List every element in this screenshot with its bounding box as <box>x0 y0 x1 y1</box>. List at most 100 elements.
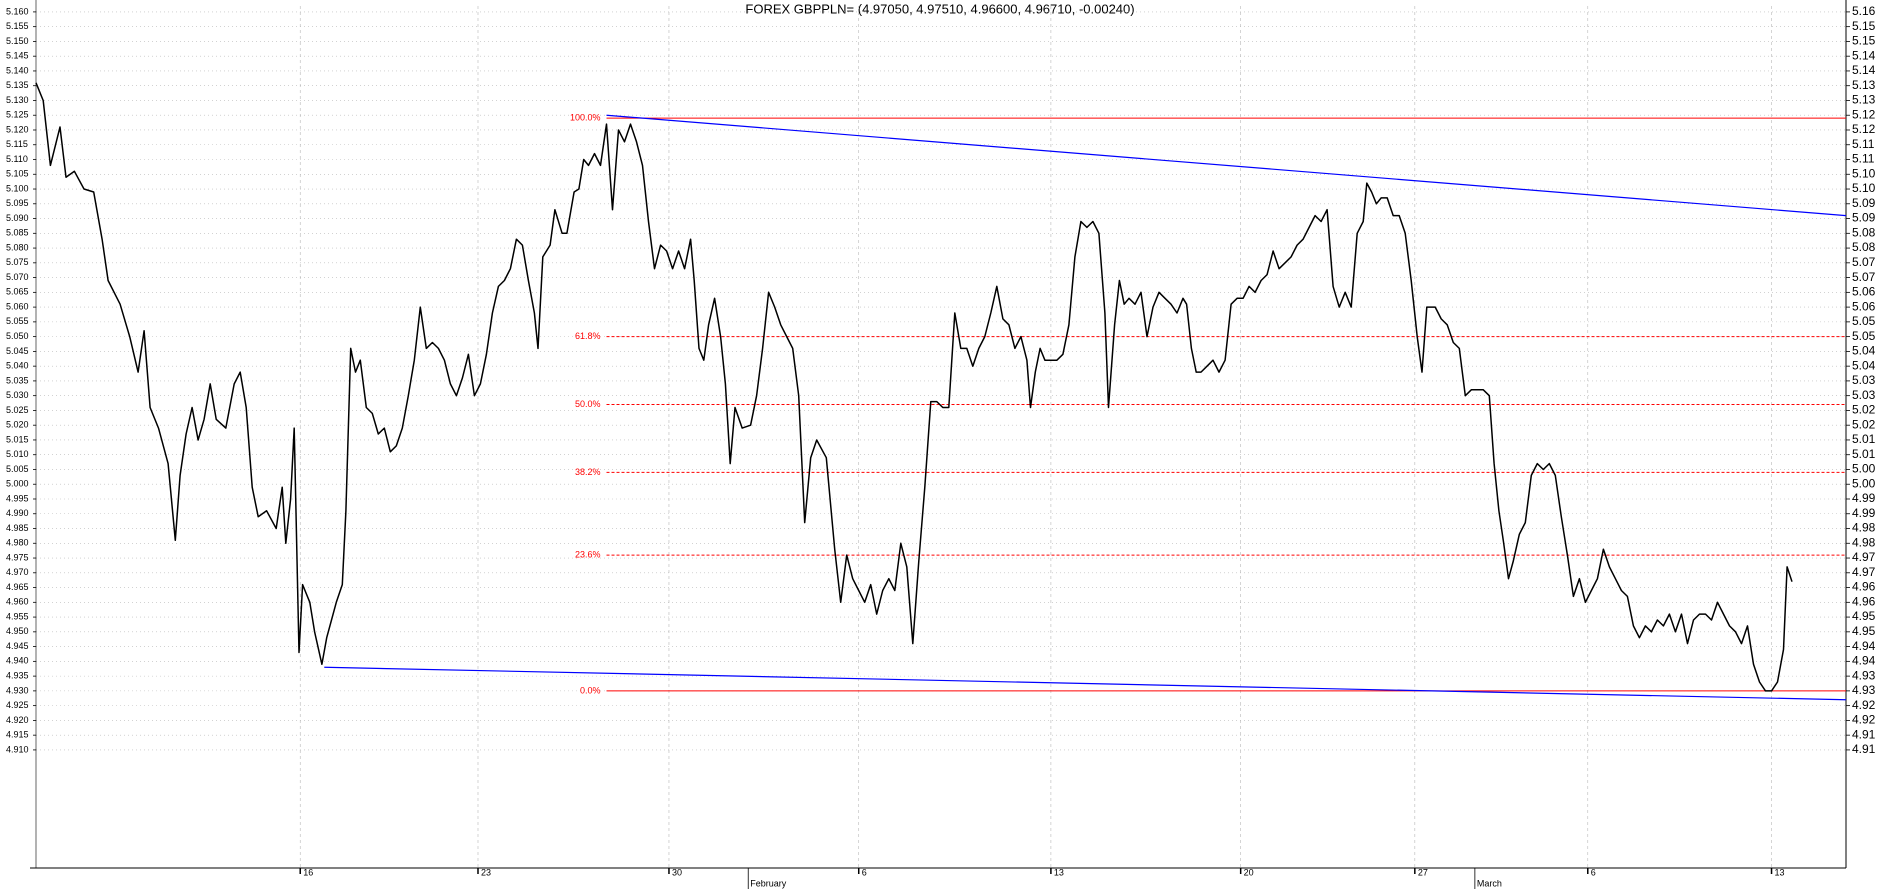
y2-tick-label: 4.94 <box>1852 654 1876 668</box>
y2-tick-label: 5.11 <box>1852 152 1875 166</box>
x-tick-label: 27 <box>1418 867 1428 877</box>
y-tick-label: 5.060 <box>6 301 29 311</box>
y-tick-label: 5.100 <box>6 183 29 193</box>
y-tick-label: 5.050 <box>6 331 29 341</box>
y-tick-label: 5.135 <box>6 80 29 90</box>
month-label: February <box>750 878 787 888</box>
y-tick-label: 5.155 <box>6 21 29 31</box>
price-line <box>35 82 1793 692</box>
trend-line <box>324 666 1847 701</box>
y-tick-label: 5.145 <box>6 51 29 61</box>
y-tick-label: 5.090 <box>6 213 29 223</box>
y2-tick-label: 5.02 <box>1852 403 1876 417</box>
fib-label: 100.0% <box>570 113 601 123</box>
y-tick-label: 5.015 <box>6 434 29 444</box>
y-tick-label: 5.055 <box>6 316 29 326</box>
y2-tick-label: 5.08 <box>1852 225 1876 239</box>
fib-label: 38.2% <box>575 467 601 477</box>
x-tick-label: 20 <box>1244 867 1254 877</box>
x-tick-label: 16 <box>303 867 313 877</box>
y2-tick-label: 4.93 <box>1852 668 1876 682</box>
y-tick-label: 5.035 <box>6 375 29 385</box>
trend-line <box>606 114 1847 217</box>
y2-tick-label: 5.15 <box>1852 34 1876 48</box>
y2-tick-label: 4.95 <box>1852 609 1876 623</box>
y2-tick-label: 4.91 <box>1852 727 1876 741</box>
y-tick-label: 5.005 <box>6 464 29 474</box>
y2-tick-label: 5.06 <box>1852 299 1876 313</box>
y-tick-label: 5.125 <box>6 110 29 120</box>
y2-tick-label: 5.03 <box>1852 388 1876 402</box>
y-tick-label: 5.000 <box>6 479 29 489</box>
y-tick-label: 4.930 <box>6 685 29 695</box>
y2-tick-label: 5.00 <box>1852 462 1876 476</box>
y2-tick-label: 5.13 <box>1852 93 1876 107</box>
y2-tick-label: 4.99 <box>1852 491 1876 505</box>
y-tick-label: 4.965 <box>6 582 29 592</box>
y-tick-label: 5.120 <box>6 124 29 134</box>
y-tick-label: 4.940 <box>6 656 29 666</box>
y2-tick-label: 5.13 <box>1852 78 1876 92</box>
y-tick-label: 5.025 <box>6 405 29 415</box>
y2-tick-label: 5.14 <box>1852 48 1876 62</box>
y-tick-label: 5.040 <box>6 361 29 371</box>
y2-tick-label: 5.00 <box>1852 476 1876 490</box>
y2-tick-label: 4.91 <box>1852 742 1876 756</box>
y2-tick-label: 4.98 <box>1852 521 1876 535</box>
y2-tick-label: 5.15 <box>1852 19 1876 33</box>
y-tick-label: 4.915 <box>6 730 29 740</box>
y-tick-label: 4.985 <box>6 523 29 533</box>
y-tick-label: 4.925 <box>6 700 29 710</box>
y2-tick-label: 4.99 <box>1852 506 1876 520</box>
y2-tick-label: 4.92 <box>1852 713 1876 727</box>
y2-tick-label: 5.09 <box>1852 211 1876 225</box>
y-tick-label: 5.095 <box>6 198 29 208</box>
y2-tick-label: 5.05 <box>1852 314 1876 328</box>
y2-tick-label: 4.92 <box>1852 698 1876 712</box>
y2-tick-label: 5.09 <box>1852 196 1876 210</box>
y2-tick-label: 5.07 <box>1852 255 1876 269</box>
y2-tick-label: 5.04 <box>1852 358 1876 372</box>
y-tick-label: 4.990 <box>6 508 29 518</box>
y-tick-label: 4.920 <box>6 715 29 725</box>
y2-tick-label: 5.14 <box>1852 63 1876 77</box>
y-tick-label: 5.010 <box>6 449 29 459</box>
y-tick-label: 4.955 <box>6 611 29 621</box>
x-tick-label: 23 <box>481 867 491 877</box>
y2-tick-label: 4.97 <box>1852 550 1876 564</box>
fib-label: 61.8% <box>575 331 601 341</box>
y-tick-label: 5.150 <box>6 36 29 46</box>
y-tick-label: 5.075 <box>6 257 29 267</box>
y2-tick-label: 5.02 <box>1852 417 1876 431</box>
y-tick-label: 5.140 <box>6 65 29 75</box>
chart-title: FOREX GBPPLN= (4.97050, 4.97510, 4.96600… <box>745 1 1134 16</box>
y-tick-label: 4.935 <box>6 670 29 680</box>
y2-tick-label: 5.01 <box>1852 432 1876 446</box>
y2-tick-label: 5.12 <box>1852 122 1876 136</box>
y2-tick-label: 5.01 <box>1852 447 1876 461</box>
y2-tick-label: 5.12 <box>1852 107 1876 121</box>
y-tick-label: 5.080 <box>6 242 29 252</box>
y2-tick-label: 4.94 <box>1852 639 1876 653</box>
x-tick-label: 13 <box>1775 867 1785 877</box>
y-tick-label: 5.020 <box>6 420 29 430</box>
y2-tick-label: 5.10 <box>1852 181 1876 195</box>
y2-tick-label: 4.96 <box>1852 580 1876 594</box>
y-tick-label: 5.110 <box>6 154 28 164</box>
y2-tick-label: 4.98 <box>1852 535 1876 549</box>
fib-label: 23.6% <box>575 549 601 559</box>
y2-tick-label: 5.04 <box>1852 344 1876 358</box>
y-tick-label: 5.160 <box>6 6 29 16</box>
y2-tick-label: 4.95 <box>1852 624 1876 638</box>
x-tick-label: 30 <box>672 867 682 877</box>
y-tick-label: 4.945 <box>6 641 29 651</box>
x-tick-label: 6 <box>862 867 867 877</box>
y-tick-label: 5.105 <box>6 169 29 179</box>
y-tick-label: 5.065 <box>6 287 29 297</box>
y-tick-label: 5.045 <box>6 346 29 356</box>
y2-tick-label: 5.06 <box>1852 285 1876 299</box>
y-tick-label: 4.980 <box>6 538 29 548</box>
